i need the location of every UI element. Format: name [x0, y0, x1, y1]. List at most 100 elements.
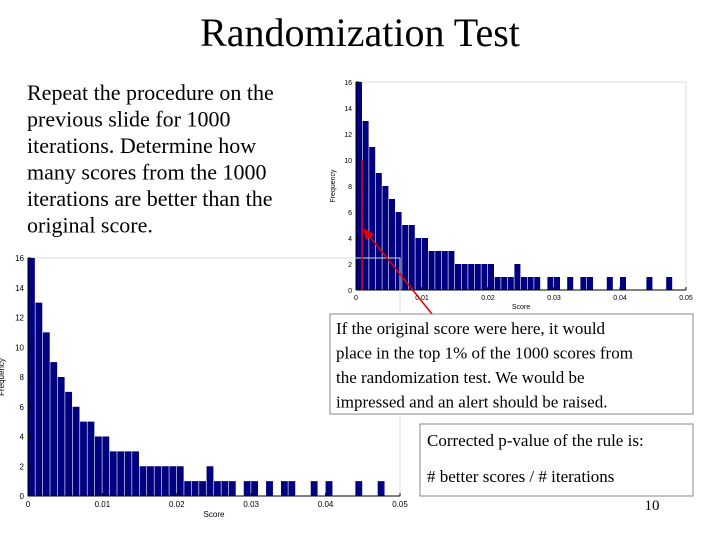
- bar: [448, 251, 455, 290]
- bar: [494, 277, 501, 290]
- bar: [507, 277, 514, 290]
- bar: [481, 264, 488, 290]
- bar: [362, 121, 369, 290]
- body-line: iterations. Determine how: [27, 133, 256, 158]
- bar: [102, 436, 110, 496]
- bar: [514, 264, 521, 290]
- bar: [221, 481, 229, 496]
- y-tick-label: 12: [15, 314, 24, 323]
- bar: [117, 451, 125, 496]
- y-axis-label: Frequency: [0, 358, 6, 396]
- bar: [147, 466, 154, 496]
- bar: [169, 466, 177, 496]
- bar: [415, 238, 422, 290]
- bar: [206, 466, 214, 496]
- y-tick-label: 6: [348, 210, 352, 217]
- bar: [534, 277, 541, 290]
- x-tick-label: 0.01: [95, 500, 111, 509]
- bar: [501, 277, 508, 290]
- bar: [228, 481, 236, 496]
- bar: [28, 258, 35, 496]
- x-tick-label: 0.05: [679, 295, 693, 302]
- y-tick-label: 12: [344, 132, 352, 139]
- callout-line: impressed and an alert should be raised.: [336, 393, 607, 412]
- bar: [57, 377, 65, 496]
- bar: [94, 436, 102, 496]
- y-tick-label: 8: [20, 373, 25, 382]
- formula-text: Corrected p-value of the rule is: # bette…: [427, 431, 644, 486]
- callout-line: If the original score were here, it woul…: [336, 319, 606, 338]
- bar: [132, 451, 139, 496]
- bar: [176, 466, 184, 496]
- body-line: iterations are better than the: [27, 186, 273, 211]
- y-tick-label: 2: [348, 262, 352, 269]
- bar: [580, 277, 587, 290]
- bar: [124, 451, 132, 496]
- x-tick-label: 0.01: [415, 295, 429, 302]
- x-tick-label: 0.05: [392, 500, 408, 509]
- bar: [441, 251, 448, 290]
- x-tick-label: 0.04: [318, 500, 334, 509]
- bar: [161, 466, 169, 496]
- x-tick-label: 0.02: [481, 295, 495, 302]
- bar: [389, 199, 395, 290]
- bar: [42, 332, 50, 496]
- bar: [521, 277, 527, 290]
- bar: [280, 481, 288, 496]
- body-line: Repeat the procedure on the: [27, 80, 274, 105]
- bar: [80, 421, 87, 496]
- bar: [325, 481, 333, 496]
- y-tick-label: 14: [15, 284, 24, 293]
- callout-arrow: [365, 231, 433, 315]
- callout-line: place in the top 1% of the 1000 scores f…: [336, 344, 633, 363]
- bar: [87, 421, 95, 496]
- bar: [72, 406, 80, 496]
- bar: [474, 264, 481, 290]
- bar: [375, 173, 382, 290]
- bar: [402, 225, 409, 290]
- y-tick-label: 16: [15, 254, 24, 263]
- y-tick-label: 14: [344, 106, 352, 113]
- charts: 0 2 4 6 8 10 12 14 16 0 0.01 0.02 0.03 0.04 0.05 Score F…: [0, 80, 693, 519]
- callout-text: If the original score were here, it woul…: [336, 319, 633, 412]
- y-tick-label: 0: [20, 492, 25, 501]
- y-tick-label: 10: [15, 343, 24, 352]
- y-tick-label: 6: [20, 403, 25, 412]
- bar: [395, 212, 402, 290]
- y-tick-label: 0: [348, 288, 352, 295]
- x-tick-label: 0: [354, 295, 358, 302]
- callout-box: [329, 313, 694, 415]
- bar: [154, 466, 162, 496]
- bar: [646, 277, 653, 290]
- bar: [369, 147, 376, 290]
- bar: [666, 277, 673, 290]
- bar: [191, 481, 199, 496]
- y-tick-label: 10: [344, 158, 352, 165]
- bar: [377, 481, 385, 496]
- bar: [382, 186, 389, 290]
- bar: [461, 264, 468, 290]
- bar: [65, 391, 73, 496]
- bar: [214, 481, 221, 496]
- bar: [251, 481, 259, 496]
- bar: [455, 264, 461, 290]
- body-line: many scores from the 1000: [27, 160, 267, 185]
- bar: [422, 238, 428, 290]
- callout-line: the randomization test. We would be: [336, 368, 585, 387]
- bar: [35, 302, 43, 496]
- bar: [50, 362, 58, 496]
- bar: [554, 277, 560, 290]
- bar: [527, 277, 534, 290]
- slide-title: Randomization Test: [200, 10, 520, 55]
- x-tick-label: 0: [26, 500, 31, 509]
- y-tick-label: 4: [348, 236, 352, 243]
- bar: [620, 277, 626, 290]
- formula-line: # better scores / # iterations: [427, 467, 614, 486]
- bar: [266, 481, 273, 496]
- bar: [243, 481, 251, 496]
- y-tick-label: 8: [348, 184, 352, 191]
- body-line: original score.: [27, 213, 153, 238]
- bar: [488, 264, 494, 290]
- bar: [288, 481, 296, 496]
